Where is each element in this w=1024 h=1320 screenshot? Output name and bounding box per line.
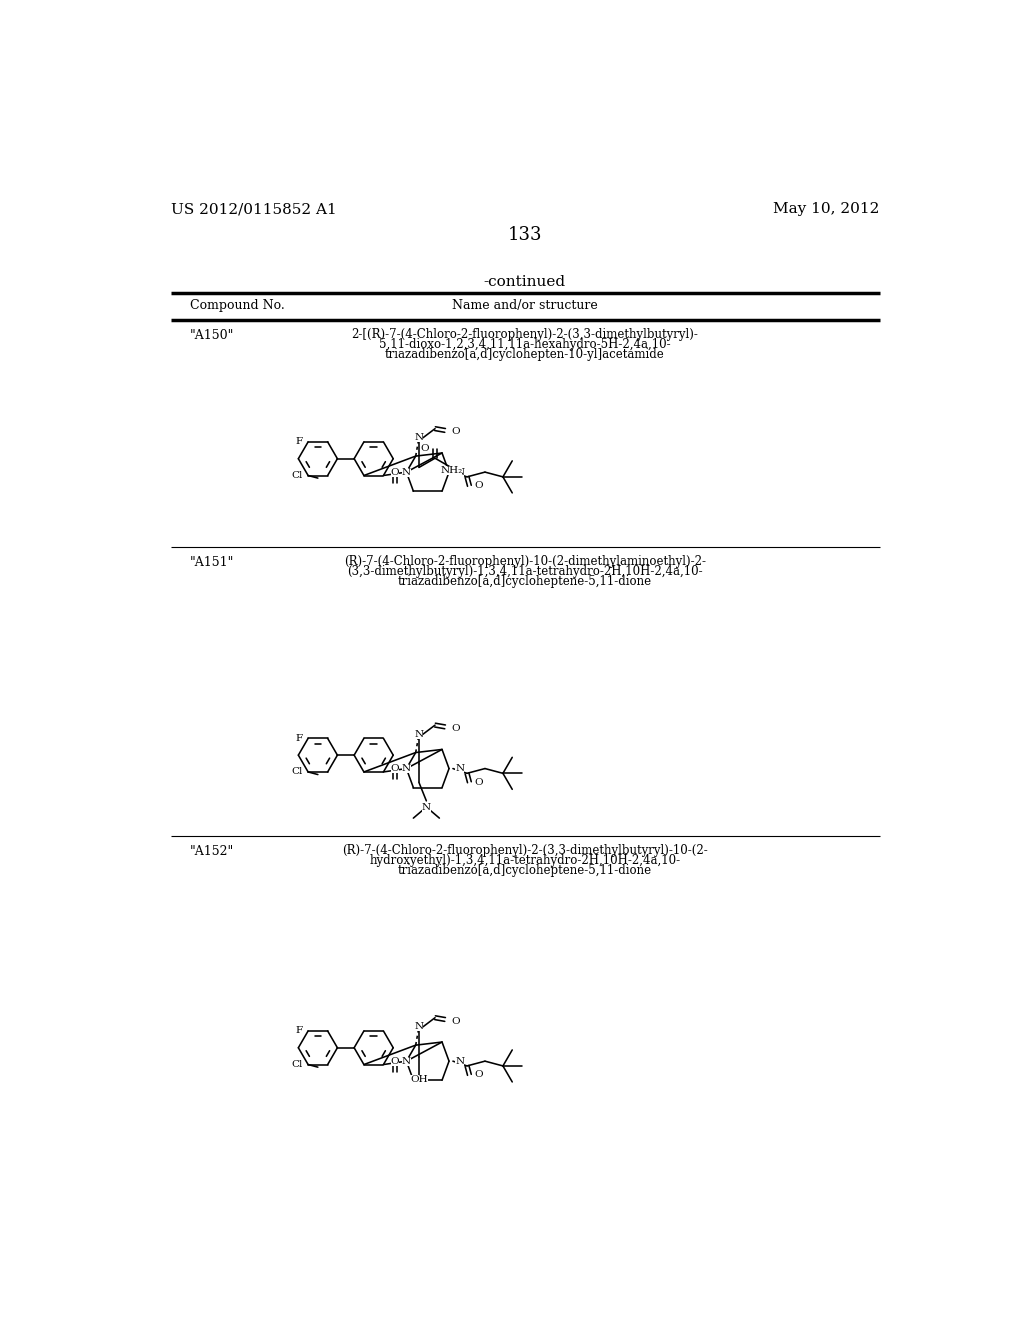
Text: -continued: -continued — [483, 276, 566, 289]
Text: O: O — [390, 1057, 399, 1067]
Text: N: N — [422, 803, 431, 812]
Text: N: N — [401, 764, 411, 774]
Text: Compound No.: Compound No. — [190, 298, 285, 312]
Text: O: O — [452, 1016, 460, 1026]
Text: N: N — [456, 467, 464, 477]
Text: F: F — [296, 734, 303, 743]
Text: (3,3-dimethylbutyryl)-1,3,4,11a-tetrahydro-2H,10H-2,4a,10-: (3,3-dimethylbutyryl)-1,3,4,11a-tetrahyd… — [347, 565, 702, 578]
Text: 133: 133 — [508, 226, 542, 244]
Text: N: N — [456, 1056, 464, 1065]
Text: O: O — [420, 445, 429, 454]
Text: "A150": "A150" — [190, 330, 234, 342]
Text: O: O — [390, 467, 399, 477]
Text: O: O — [452, 723, 460, 733]
Text: (R)-7-(4-Chloro-2-fluorophenyl)-10-(2-dimethylaminoethyl)-2-: (R)-7-(4-Chloro-2-fluorophenyl)-10-(2-di… — [344, 554, 706, 568]
Text: OH: OH — [411, 1076, 428, 1084]
Text: 2-[(R)-7-(4-Chloro-2-fluorophenyl)-2-(3,3-dimethylbutyryl)-: 2-[(R)-7-(4-Chloro-2-fluorophenyl)-2-(3,… — [351, 327, 698, 341]
Text: N: N — [401, 467, 411, 477]
Text: (R)-7-(4-Chloro-2-fluorophenyl)-2-(3,3-dimethylbutyryl)-10-(2-: (R)-7-(4-Chloro-2-fluorophenyl)-2-(3,3-d… — [342, 843, 708, 857]
Text: Cl: Cl — [291, 1060, 303, 1069]
Text: "A152": "A152" — [190, 845, 234, 858]
Text: N: N — [456, 764, 464, 774]
Text: F: F — [296, 437, 303, 446]
Text: Cl: Cl — [291, 471, 303, 480]
Text: F: F — [296, 1027, 303, 1035]
Text: N: N — [415, 433, 424, 442]
Text: hydroxyethyl)-1,3,4,11a-tetrahydro-2H,10H-2,4a,10-: hydroxyethyl)-1,3,4,11a-tetrahydro-2H,10… — [370, 854, 680, 867]
Text: triazadibenzo[a,d]cycloheptene-5,11-dione: triazadibenzo[a,d]cycloheptene-5,11-dion… — [397, 576, 652, 587]
Text: May 10, 2012: May 10, 2012 — [773, 202, 880, 216]
Text: 5,11-dioxo-1,2,3,4,11,11a-hexahydro-5H-2,4a,10-: 5,11-dioxo-1,2,3,4,11,11a-hexahydro-5H-2… — [379, 338, 671, 351]
Text: triazadibenzo[a,d]cycloheptene-5,11-dione: triazadibenzo[a,d]cycloheptene-5,11-dion… — [397, 863, 652, 876]
Text: O: O — [390, 764, 399, 774]
Text: "A151": "A151" — [190, 557, 234, 569]
Text: triazadibenzo[a,d]cyclohepten-10-yl]acetamide: triazadibenzo[a,d]cyclohepten-10-yl]acet… — [385, 348, 665, 360]
Text: N: N — [415, 730, 424, 739]
Text: Cl: Cl — [291, 767, 303, 776]
Text: US 2012/0115852 A1: US 2012/0115852 A1 — [171, 202, 336, 216]
Text: O: O — [474, 482, 482, 490]
Text: NH₂: NH₂ — [440, 466, 462, 475]
Text: O: O — [474, 1071, 482, 1080]
Text: N: N — [401, 1056, 411, 1065]
Text: Name and/or structure: Name and/or structure — [452, 298, 598, 312]
Text: N: N — [415, 1023, 424, 1031]
Text: O: O — [474, 777, 482, 787]
Text: O: O — [452, 428, 460, 437]
